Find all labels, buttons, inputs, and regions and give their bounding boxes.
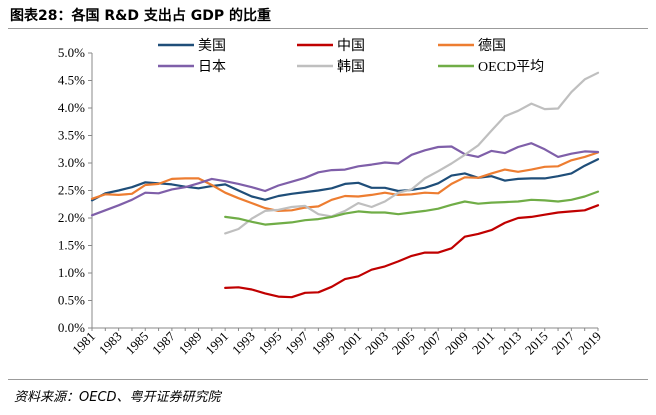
x-tick-label: 2017 [548,328,577,357]
y-tick-label: 3.0% [58,155,85,170]
x-tick-label: 2011 [469,329,498,358]
series-line [224,71,600,235]
x-tick-label: 1995 [256,329,285,358]
y-tick-label: 1.0% [58,265,85,280]
series-line [224,204,600,299]
x-tick-label: 1983 [96,329,125,358]
y-tick-label: 4.0% [58,100,85,115]
series-line [90,142,600,217]
figure-title: 图表28：各国 R&D 支出占 GDP 的比重 [10,8,271,24]
x-tick-label: 1991 [202,329,231,358]
title-divider [8,28,648,29]
x-tick-label: 1999 [309,329,338,358]
source-note: 资料来源：OECD、粤开证券研究院 [14,390,221,405]
legend-label: 中国 [337,38,365,54]
legend-label: OECD平均 [478,59,544,75]
x-tick-label: 2003 [362,329,391,358]
legend-label: 日本 [198,59,226,75]
legend-label: 德国 [478,38,506,54]
x-tick-label: 1987 [149,328,178,357]
x-tick-label: 2009 [442,329,471,358]
x-tick-label: 2001 [335,329,364,358]
series-line [90,151,600,212]
x-tick-label: 2007 [415,328,444,357]
x-tick-label: 1997 [282,328,311,357]
y-tick-label: 3.5% [58,128,85,143]
y-tick-label: 0.0% [58,320,85,335]
source-divider [8,379,648,380]
x-tick-label: 2015 [522,329,551,358]
x-tick-label: 2013 [495,329,524,358]
x-tick-label: 1985 [122,329,151,358]
legend-label: 韩国 [337,59,365,75]
x-tick-label: 2005 [389,329,418,358]
y-tick-label: 4.5% [58,73,85,88]
legend-label: 美国 [198,38,226,54]
y-tick-label: 5.0% [58,45,85,60]
series-line [224,190,600,226]
y-tick-label: 2.0% [58,210,85,225]
x-tick-label: 1993 [229,329,258,358]
y-tick-label: 2.5% [58,183,85,198]
y-tick-label: 1.5% [58,238,85,253]
series-line [90,158,600,202]
x-tick-label: 1989 [176,329,205,358]
x-tick-label: 2019 [575,329,604,358]
y-tick-label: 0.5% [58,293,85,308]
